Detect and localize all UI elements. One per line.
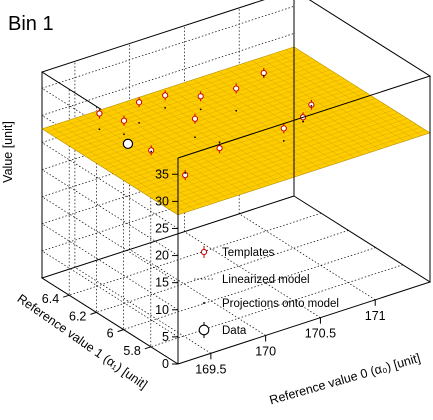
y-gridline [96, 106, 349, 313]
z-tick-label: 15 [155, 276, 169, 290]
template-point [216, 145, 223, 152]
z-tick-label: 25 [155, 221, 169, 235]
z-tick-label: 0 [162, 357, 169, 371]
y-gridline [68, 89, 322, 296]
legend-templates-marker [200, 248, 208, 256]
z-tick-label: 20 [155, 249, 169, 263]
legend-label: Templates [222, 247, 275, 259]
legend-data-marker [198, 324, 210, 336]
template-point [162, 92, 169, 99]
y-tick-label: 6.4 [42, 292, 59, 306]
projection-point [282, 140, 285, 142]
z-gridline [41, 141, 295, 311]
projection-point [310, 104, 313, 107]
z-gridline [41, 114, 295, 283]
legend-label: Projections onto model [222, 298, 339, 310]
z-tick-label: 35 [155, 167, 169, 181]
z-gridline [41, 168, 295, 338]
surface-mesh-line [46, 49, 299, 132]
template-point [148, 147, 155, 154]
template-point [96, 110, 103, 117]
x-tick-label: 171 [365, 309, 386, 323]
top-front-edges [177, 0, 432, 159]
projection-point [184, 172, 187, 174]
surface-mesh-line [64, 61, 317, 144]
surface-mesh-line [277, 52, 414, 139]
y-tick [63, 294, 70, 298]
chart-title: Bin 1 [8, 13, 54, 35]
y-tick-label: 5.8 [123, 344, 140, 358]
x-tick-label: 169.5 [195, 362, 226, 376]
z-tick-label: 10 [155, 303, 169, 317]
template-point [308, 101, 315, 108]
data-point [122, 138, 134, 150]
template-point [191, 115, 199, 122]
x-axis-label: Reference value 0 (α₀) [unit] [268, 351, 422, 408]
surface-mesh-line [285, 49, 422, 136]
surface-mesh-line [51, 52, 304, 135]
y-gridline [150, 140, 403, 348]
projection-point [302, 120, 304, 123]
y-tick [90, 311, 97, 315]
y-tick [144, 346, 151, 350]
template-point [260, 69, 267, 77]
template-point [120, 117, 128, 124]
surface-mesh-line [55, 55, 308, 138]
z-gridline [41, 87, 295, 256]
x-tick-label: 170 [255, 344, 276, 358]
y-tick [117, 329, 124, 333]
projection-point [235, 109, 238, 112]
surface-mesh-line [60, 58, 313, 141]
projection-point [138, 121, 140, 124]
template-point [135, 99, 143, 106]
template-point [233, 85, 240, 92]
surface-mesh-line [260, 57, 397, 145]
y-tick-label: 6.2 [69, 309, 86, 323]
legend-label: Linearized model [222, 274, 310, 286]
projection-point [262, 74, 265, 77]
x-tick-label: 170.5 [305, 327, 336, 341]
legend-label: Data [222, 325, 247, 337]
surface-mesh-line [268, 54, 405, 142]
projection-point [150, 150, 153, 153]
y-tick-label: 6 [107, 327, 114, 341]
z-tick-label: 30 [155, 194, 169, 208]
projection-point [218, 141, 221, 144]
projection-point [194, 136, 196, 139]
floor-back-edges [40, 195, 295, 365]
template-point [197, 93, 204, 100]
projection-point [98, 128, 101, 131]
y-gridline [123, 123, 376, 331]
projection-point [164, 106, 167, 109]
projection-point [123, 133, 125, 136]
legend-projection-marker [203, 302, 205, 304]
z-gridline [41, 60, 295, 229]
template-point [280, 125, 287, 132]
z-axis-label: Value [unit] [1, 121, 15, 183]
z-tick-label: 5 [162, 330, 169, 344]
projection-point [199, 108, 202, 111]
